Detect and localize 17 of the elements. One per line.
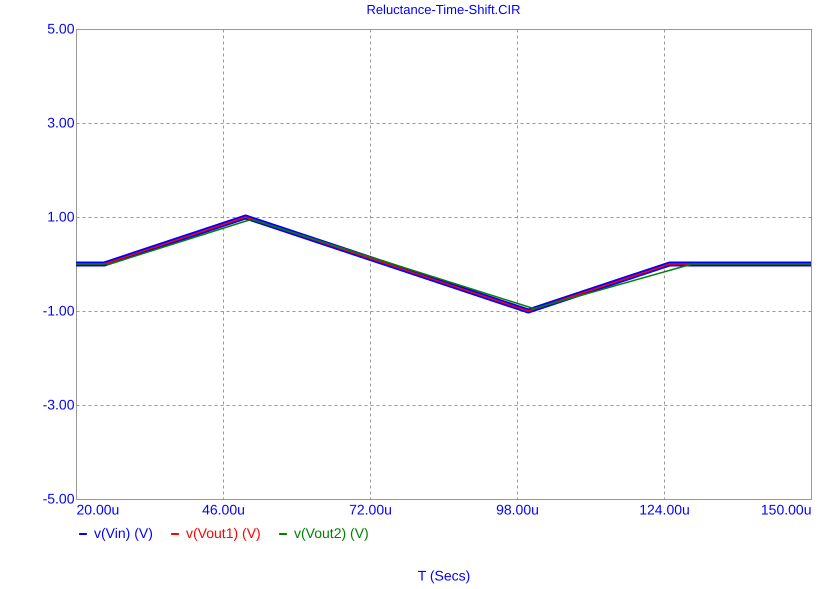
y-tick-label: 3.00	[47, 114, 75, 130]
y-tick-label: -1.00	[42, 302, 75, 318]
x-tick-label: 46.00u	[202, 502, 245, 518]
legend-label: v(Vout2) (V)	[294, 525, 369, 541]
y-tick-label: -5.00	[42, 490, 75, 506]
x-axis-title: T (Secs)	[418, 568, 470, 584]
x-tick-label: 150.00u	[760, 502, 812, 518]
legend-label: v(Vout1) (V)	[186, 525, 261, 541]
y-tick-label: 1.00	[47, 208, 75, 224]
x-tick-label: 98.00u	[496, 502, 539, 518]
y-tick-label: -3.00	[42, 396, 75, 412]
y-tick-label: 5.00	[47, 20, 75, 36]
x-tick-label: 20.00u	[76, 502, 120, 518]
x-tick-label: 72.00u	[349, 502, 392, 518]
legend-label: v(Vin) (V)	[94, 525, 153, 541]
x-tick-label: 124.00u	[639, 502, 690, 518]
chart-title: Reluctance-Time-Shift.CIR	[366, 2, 521, 17]
